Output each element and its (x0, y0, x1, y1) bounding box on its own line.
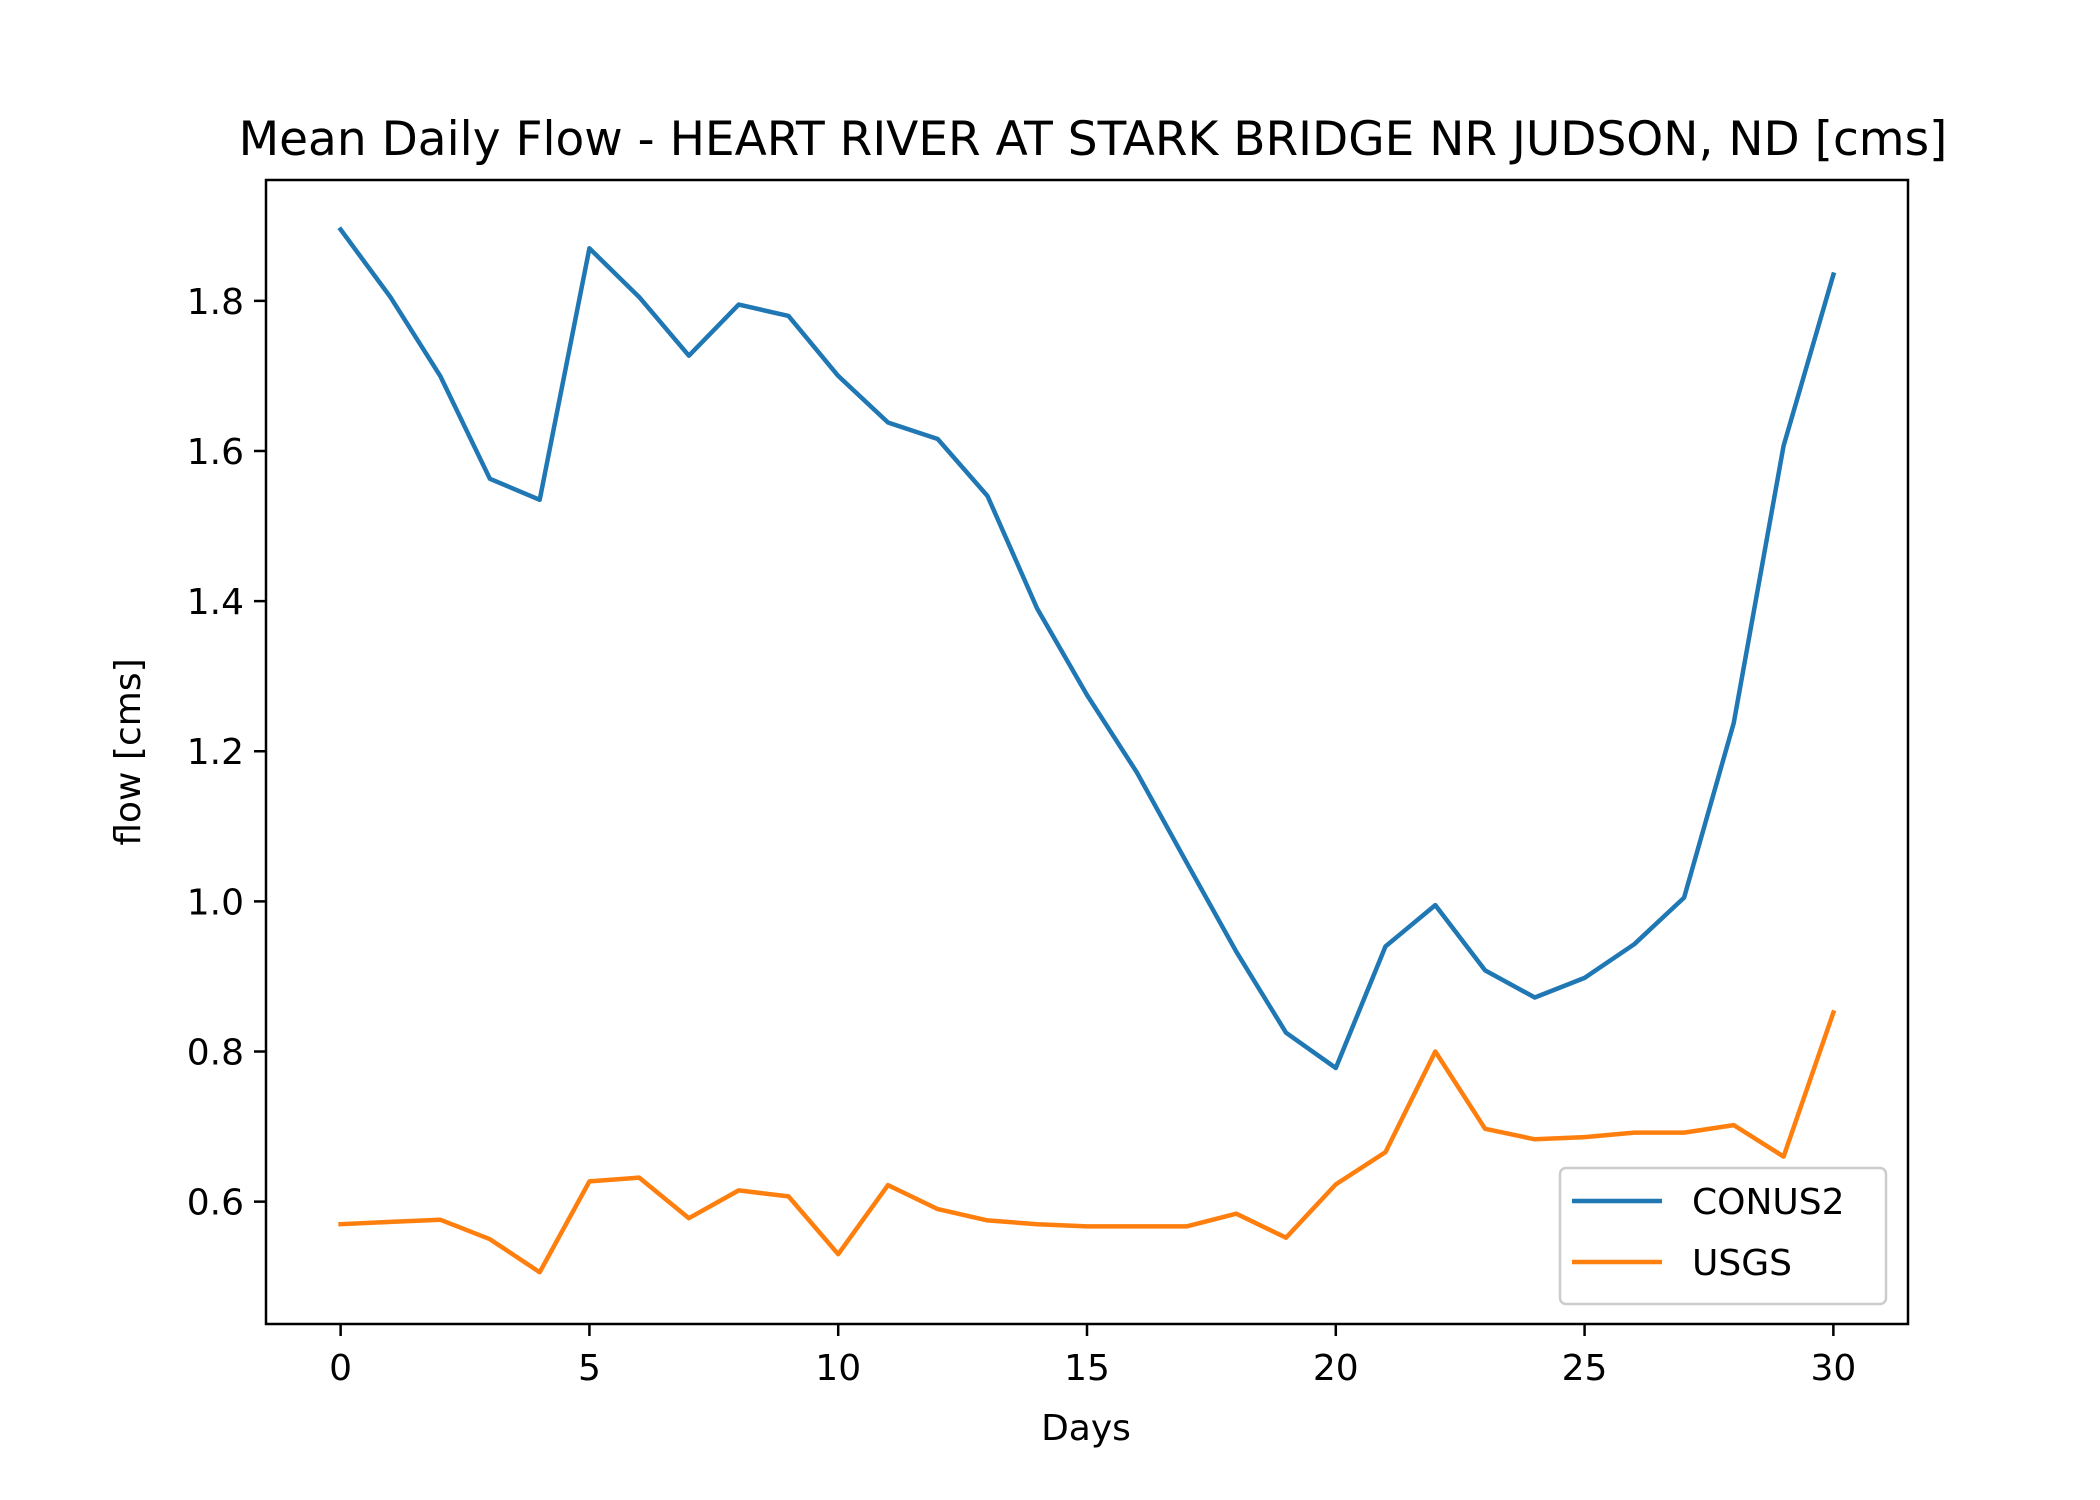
y-tick-label: 1.2 (187, 732, 244, 773)
series-line-conus2 (337, 226, 1837, 1071)
y-axis-ticks: 0.6 0.8 1.0 1.2 1.4 1.6 1.8 (187, 282, 266, 1224)
axes-frame (264, 178, 1910, 1326)
x-tick-label: 15 (1064, 1348, 1110, 1389)
series-line-usgs (338, 1009, 1837, 1275)
x-tick-label: 5 (578, 1348, 601, 1389)
x-tick-label: 30 (1810, 1348, 1856, 1389)
y-tick-label: 1.8 (187, 282, 244, 323)
x-tick-label: 0 (329, 1348, 352, 1389)
legend-label-conus2: CONUS2 (1692, 1182, 1845, 1223)
y-tick-label: 1.0 (187, 882, 244, 923)
y-tick-label: 1.4 (187, 582, 244, 623)
y-tick-label: 0.6 (187, 1183, 244, 1224)
x-tick-label: 20 (1313, 1348, 1359, 1389)
x-tick-label: 25 (1562, 1348, 1608, 1389)
y-axis-label: flow [cms] (108, 658, 149, 845)
x-tick-label: 10 (815, 1348, 861, 1389)
x-axis-label: Days (1041, 1408, 1131, 1449)
legend-label-usgs: USGS (1692, 1243, 1792, 1284)
y-tick-label: 0.8 (187, 1033, 244, 1074)
plot-area (337, 226, 1837, 1275)
legend: CONUS2 USGS (1558, 1166, 1888, 1306)
y-tick-label: 1.6 (187, 432, 244, 473)
x-axis-ticks: 0 5 10 15 20 25 30 (329, 1324, 1856, 1389)
chart-title: Mean Daily Flow - HEART RIVER AT STARK B… (239, 112, 1948, 167)
